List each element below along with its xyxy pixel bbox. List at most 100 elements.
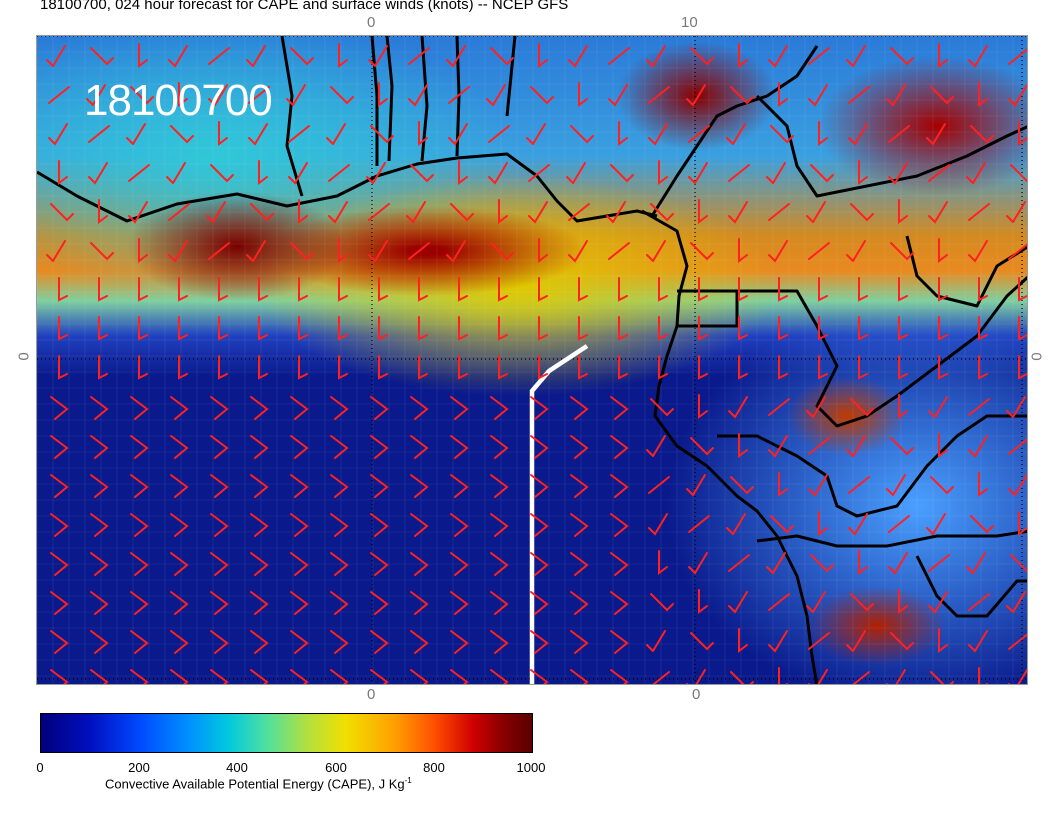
- wind-barb: [258, 316, 268, 341]
- wind-barb: [978, 316, 988, 341]
- wind-barb: [258, 277, 268, 302]
- wind-barb: [490, 669, 509, 684]
- wind-barb: [166, 162, 186, 184]
- wind-barb: [50, 552, 69, 576]
- wind-barb: [938, 355, 948, 380]
- wind-barb: [728, 591, 748, 614]
- wind-barb: [886, 84, 906, 106]
- wind-barb: [130, 630, 149, 654]
- wind-barb: [250, 513, 269, 537]
- wind-barb: [250, 396, 269, 420]
- wind-barb: [888, 162, 908, 185]
- wind-barb: [970, 515, 994, 534]
- wind-barb: [1006, 591, 1026, 613]
- wind-barb: [370, 513, 389, 537]
- wind-barb: [808, 474, 828, 497]
- wind-barb: [178, 355, 188, 380]
- wind-barb: [570, 591, 589, 615]
- wind-barb: [778, 667, 788, 684]
- wind-barb: [218, 316, 228, 341]
- wind-barb: [1018, 511, 1027, 536]
- right-lat-label: 0: [1027, 352, 1045, 361]
- wind-barb: [250, 435, 269, 459]
- wind-barb: [978, 667, 988, 684]
- wind-barb: [130, 669, 149, 684]
- wind-barb: [538, 277, 548, 302]
- wind-barb: [1008, 474, 1027, 497]
- wind-barb: [578, 355, 588, 380]
- wind-barb: [90, 513, 109, 537]
- wind-barb: [168, 203, 190, 221]
- wind-barb: [886, 474, 906, 496]
- wind-barb: [298, 199, 308, 224]
- wind-barb: [650, 203, 674, 222]
- west-africa-coast: [37, 152, 658, 223]
- wind-barb: [128, 201, 148, 224]
- border: [915, 555, 1027, 618]
- wind-barb: [490, 474, 509, 498]
- wind-barb: [530, 591, 549, 615]
- wind-barb: [1018, 316, 1027, 341]
- map-title: 18100700, 024 hour forecast for CAPE and…: [40, 0, 569, 13]
- wind-barb: [806, 201, 826, 223]
- wind-barb: [210, 164, 234, 183]
- wind-barb: [530, 396, 549, 420]
- wind-barb: [1010, 554, 1027, 573]
- wind-barb: [928, 396, 948, 419]
- border: [650, 45, 819, 217]
- wind-barb: [852, 671, 870, 684]
- wind-barb: [688, 162, 708, 185]
- wind-barb: [730, 476, 754, 495]
- wind-barb: [330, 591, 349, 615]
- wind-barb: [208, 242, 230, 260]
- wind-barb: [530, 86, 554, 105]
- wind-barb: [690, 632, 714, 651]
- wind-barb: [698, 589, 708, 614]
- wind-barb: [258, 355, 268, 380]
- wind-barb: [98, 199, 108, 224]
- wind-barb: [846, 630, 866, 652]
- wind-barb: [646, 435, 666, 457]
- wind-barb: [290, 552, 309, 576]
- wind-barb: [978, 472, 988, 497]
- wind-barb: [138, 355, 148, 380]
- wind-barb: [98, 355, 108, 380]
- wind-barb: [290, 47, 314, 66]
- border: [677, 289, 739, 328]
- wind-barb: [888, 125, 910, 143]
- wind-barb: [408, 242, 430, 260]
- wind-barb: [378, 355, 388, 380]
- wind-barb: [648, 86, 670, 104]
- wind-barb: [410, 435, 429, 459]
- wind-barb: [698, 199, 708, 224]
- wind-barb: [1018, 121, 1027, 146]
- wind-barb: [738, 43, 748, 68]
- wind-barb: [726, 513, 746, 535]
- wind-barb: [50, 630, 69, 654]
- wind-barb: [298, 355, 308, 380]
- wind-barbs: [46, 43, 1027, 684]
- wind-barb: [130, 591, 149, 615]
- wind-barb: [578, 316, 588, 341]
- colorbar-tick: 0: [36, 760, 44, 775]
- wind-barb: [246, 240, 266, 262]
- wind-barb: [1010, 164, 1027, 183]
- wind-barb: [170, 630, 189, 654]
- wind-barb: [138, 43, 148, 68]
- wind-barb: [330, 474, 349, 498]
- wind-barb: [410, 164, 434, 183]
- wind-barb: [530, 474, 549, 498]
- wind-barb: [210, 513, 229, 537]
- wind-barb: [368, 240, 388, 263]
- wind-barb: [610, 435, 629, 459]
- wind-barb: [208, 47, 230, 65]
- wind-barb: [806, 591, 826, 613]
- wind-barb: [406, 201, 426, 223]
- wind-barb: [408, 47, 430, 65]
- wind-barb: [648, 476, 670, 494]
- wind-barb: [46, 45, 66, 67]
- wind-barb: [530, 669, 549, 684]
- wind-barb: [738, 628, 748, 653]
- wind-barb: [618, 121, 628, 146]
- wind-barb: [458, 277, 468, 302]
